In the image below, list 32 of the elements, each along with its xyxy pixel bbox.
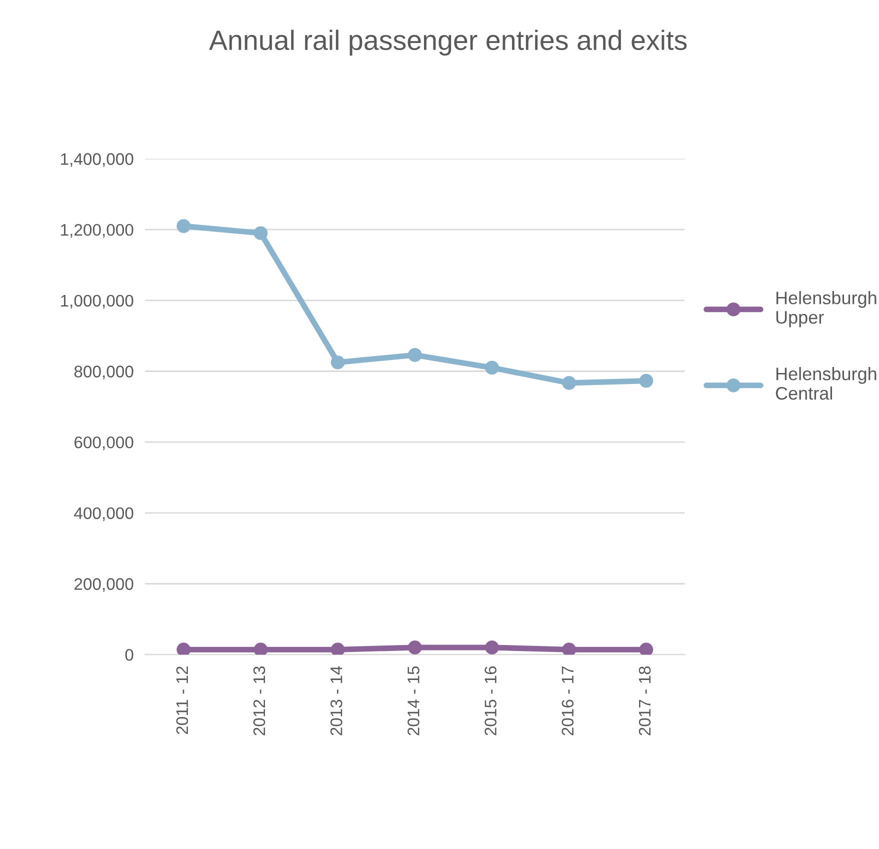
- point: [639, 642, 654, 655]
- x-tick-label: 2015 - 16: [484, 666, 496, 736]
- x-tick-label: 2016 - 17: [562, 666, 574, 736]
- point: [562, 642, 576, 655]
- chart-title: Annual rail passenger entries and exits: [209, 30, 687, 56]
- point: [562, 376, 576, 390]
- x-tick-label: 2013 - 14: [330, 666, 342, 736]
- point: [254, 642, 268, 655]
- point: [330, 642, 345, 655]
- legend-label: Helensburgh Central: [776, 367, 876, 400]
- x-tick-label: 2011 - 12: [176, 666, 188, 734]
- x-tick-label: 2014 - 15: [408, 666, 420, 736]
- y-tick-label: 1,200,000: [61, 224, 134, 238]
- y-tick-label: 0: [125, 648, 134, 661]
- point: [639, 374, 654, 388]
- point: [176, 219, 191, 233]
- y-tick-label: 400,000: [74, 507, 134, 522]
- legend-label: Helensburgh Upper: [776, 291, 876, 328]
- point: [408, 348, 422, 362]
- point: [485, 360, 499, 375]
- x-tick-label: 2012 - 13: [253, 666, 266, 736]
- point: [330, 355, 345, 370]
- x-tick-label: 2017 - 18: [638, 666, 651, 736]
- point: [254, 226, 268, 240]
- point: [408, 640, 422, 654]
- point: [176, 642, 191, 655]
- y-tick-label: 800,000: [74, 366, 134, 380]
- point: [485, 640, 499, 654]
- y-tick-label: 200,000: [74, 578, 134, 592]
- y-tick-label: 1,000,000: [61, 294, 134, 309]
- y-tick-label: 600,000: [74, 436, 134, 450]
- y-tick-label: 1,400,000: [61, 153, 134, 167]
